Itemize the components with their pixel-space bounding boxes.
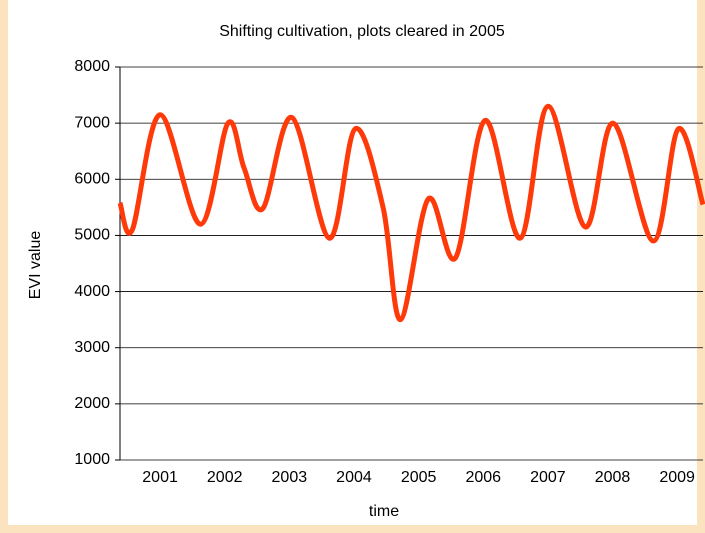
y-tick-label: 5000 bbox=[74, 227, 110, 244]
x-tick-label: 2009 bbox=[659, 469, 695, 486]
y-tick-label: 1000 bbox=[74, 451, 110, 468]
chart-title: Shifting cultivation, plots cleared in 2… bbox=[219, 23, 505, 40]
x-tick-label: 2006 bbox=[465, 469, 501, 486]
chart-panel bbox=[8, 0, 697, 525]
x-tick-label: 2004 bbox=[336, 469, 372, 486]
y-tick-label: 7000 bbox=[74, 114, 110, 131]
y-tick-label: 2000 bbox=[74, 395, 110, 412]
y-tick-label: 3000 bbox=[74, 339, 110, 356]
x-axis-label: time bbox=[369, 503, 399, 520]
data-line bbox=[117, 103, 705, 323]
y-axis-label: EVI value bbox=[27, 231, 44, 300]
x-tick-label: 2008 bbox=[595, 469, 631, 486]
y-tick-label: 8000 bbox=[74, 58, 110, 75]
y-tick-label: 4000 bbox=[74, 283, 110, 300]
x-tick-label: 2001 bbox=[142, 469, 178, 486]
x-tick-label: 2007 bbox=[530, 469, 566, 486]
y-tick-label: 6000 bbox=[74, 171, 110, 188]
x-tick-label: 2003 bbox=[272, 469, 308, 486]
x-tick-label: 2002 bbox=[207, 469, 243, 486]
x-tick-label: 2005 bbox=[401, 469, 437, 486]
